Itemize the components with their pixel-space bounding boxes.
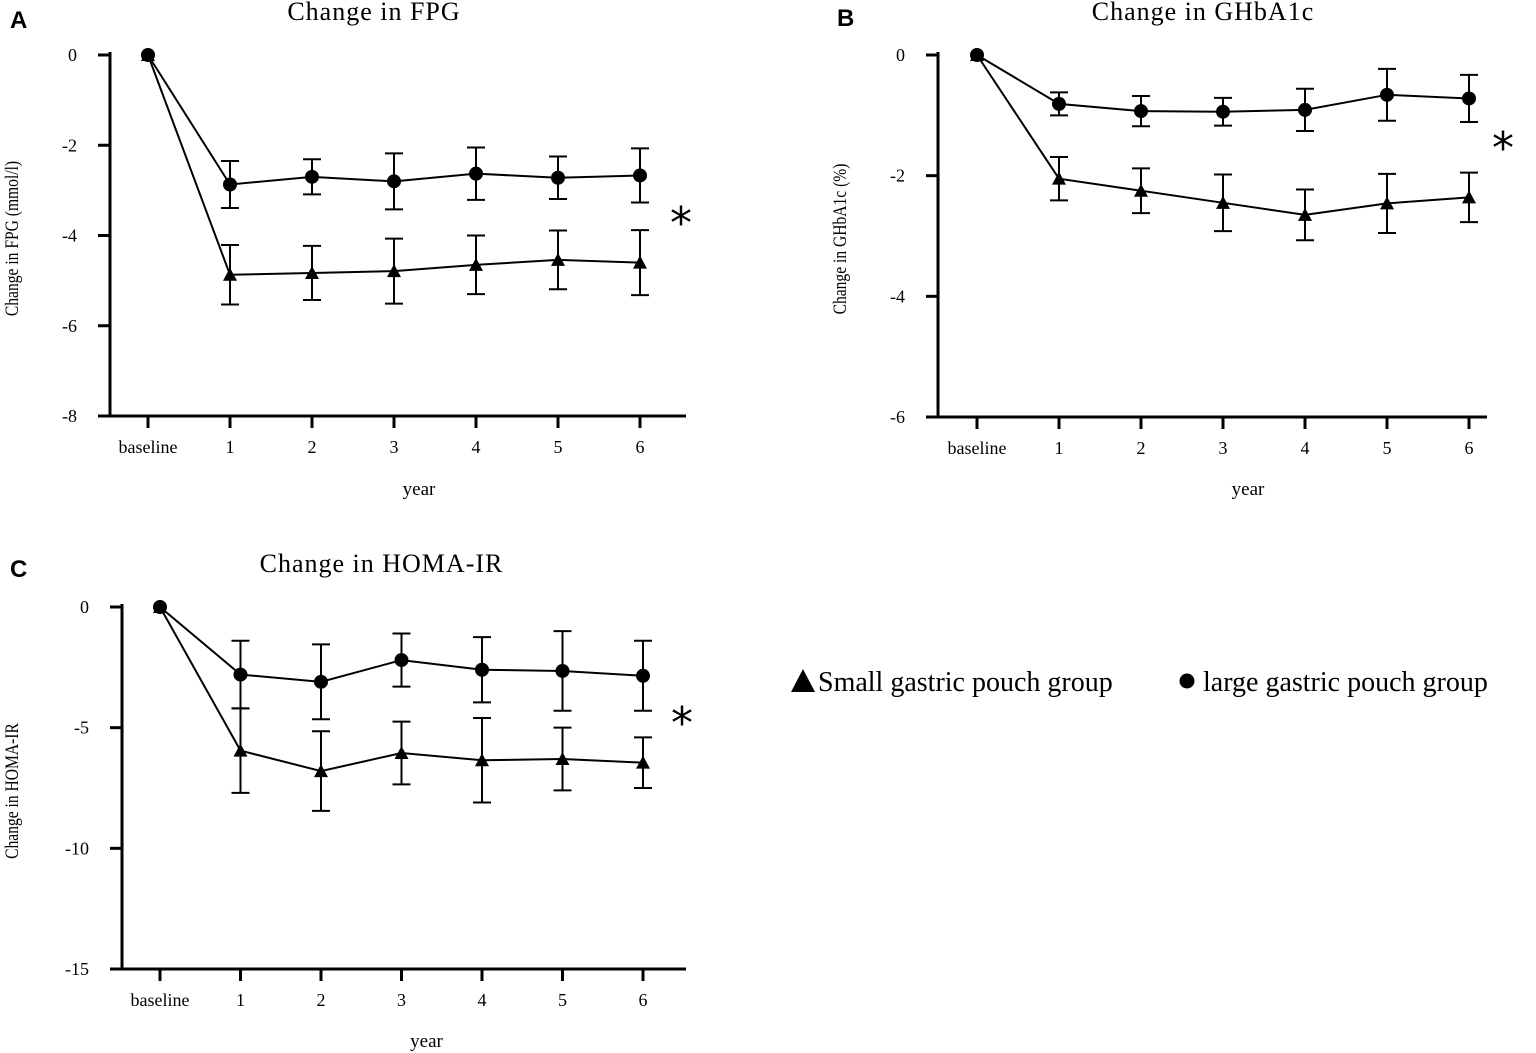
panel-b-small-pouch-point <box>1052 171 1066 185</box>
panel-a-y-tick-label: -2 <box>62 135 77 155</box>
panel-a-large-pouch-point <box>551 170 565 185</box>
panel-c-small-pouch-point <box>555 752 570 766</box>
panel-c-small-pouch-point <box>394 746 409 760</box>
panel-a-letter: A <box>10 7 27 34</box>
panel-c-x-tick-label: 5 <box>558 990 567 1010</box>
panel-b-x-tick-label: 3 <box>1219 438 1228 458</box>
panel-b-small-pouch-point <box>1380 196 1394 210</box>
panel-c-y-axis-label: Change in HOMA-IR <box>2 723 23 859</box>
panel-a-small-pouch-point <box>633 255 647 269</box>
panel-c-y-tick-label: 0 <box>80 597 89 617</box>
panel-a-significance-asterisk: * <box>670 198 692 249</box>
panel-b-y-tick-label: -2 <box>890 166 905 186</box>
panel-b-y-tick-label: -6 <box>890 407 905 427</box>
panel-b-large-pouch-point <box>1134 104 1148 119</box>
panel-a-x-tick-label: 6 <box>636 437 645 457</box>
panel-a-large-pouch-point <box>387 174 401 189</box>
panel-b-title: Change in GHbA1c <box>1092 0 1315 26</box>
panel-b-y-tick-label: 0 <box>896 45 905 65</box>
panel-c-large-pouch-point <box>555 663 570 678</box>
panel-c-small-pouch-point <box>314 764 328 778</box>
panel-c-y-tick-label: -15 <box>65 959 89 979</box>
panel-b-large-pouch-point <box>1052 96 1066 111</box>
panel-c-large-pouch-point <box>475 662 489 677</box>
panel-c-x-axis-label: year <box>410 1031 443 1052</box>
legend: Small gastric pouch group large gastric … <box>791 667 1488 698</box>
panel-b-significance-asterisk: * <box>1492 123 1514 174</box>
panel-a-large-pouch-point <box>223 177 237 192</box>
panel-c-small-pouch-point <box>233 743 248 757</box>
panel-a-fpg-chart: A Change in FPG 0 -2 -4 -6 -8 baseline 1 2 3 4 5 6 yea… <box>2 0 692 500</box>
panel-a-title: Change in FPG <box>287 0 460 26</box>
panel-b-large-pouch-point <box>1298 102 1312 117</box>
panel-b-x-tick-label: 4 <box>1301 438 1310 458</box>
panel-c-y-tick-label: -5 <box>74 718 89 738</box>
panel-c-y-tick-label: -10 <box>65 838 89 858</box>
panel-b-y-tick-label: -4 <box>890 286 905 306</box>
panel-b-x-tick-label: 5 <box>1383 438 1392 458</box>
legend-triangle-icon <box>791 669 815 692</box>
panel-a-x-tick-label: 1 <box>226 437 235 457</box>
panel-a-x-tick-label: 3 <box>390 437 399 457</box>
panel-c-small-pouch-point <box>475 753 489 767</box>
panel-c-letter: C <box>10 556 27 583</box>
legend-circle-icon <box>1179 673 1195 689</box>
panel-c-x-tick-label: 1 <box>236 990 245 1010</box>
panel-a-x-tick-label: 2 <box>308 437 317 457</box>
panel-a-x-tick-label: 4 <box>472 437 481 457</box>
panel-a-large-pouch-point <box>305 169 319 184</box>
panel-c-x-tick-label: 4 <box>478 990 487 1010</box>
panel-a-small-pouch-point <box>387 264 401 278</box>
panel-c-large-pouch-point <box>314 674 328 689</box>
panel-b-large-pouch-point <box>1380 87 1394 102</box>
panel-c-x-tick-label: 3 <box>397 990 406 1010</box>
panel-b-small-pouch-point <box>970 48 984 61</box>
panel-a-x-tick-label: 5 <box>554 437 563 457</box>
legend-small-gastric-pouch-label: Small gastric pouch group <box>818 667 1113 698</box>
panel-c-large-pouch-point <box>394 653 409 668</box>
panel-b-letter: B <box>837 5 854 32</box>
panel-a-small-pouch-point <box>469 257 483 271</box>
panel-b-x-axis-label: year <box>1232 479 1265 500</box>
panel-b-large-pouch-point <box>1462 91 1476 106</box>
panel-a-small-pouch-point <box>141 48 155 61</box>
panel-b-x-tick-label: 6 <box>1465 438 1474 458</box>
panel-b-x-tick-label: baseline <box>948 438 1007 458</box>
panel-a-large-pouch-point <box>469 166 483 181</box>
panel-a-x-tick-label: baseline <box>119 437 178 457</box>
panel-c-small-pouch-point <box>153 600 167 613</box>
panel-c-large-pouch-point <box>233 667 248 682</box>
panel-b-x-tick-label: 1 <box>1055 438 1064 458</box>
panel-b-large-pouch-point <box>1216 104 1230 119</box>
panel-a-y-tick-label: -6 <box>62 316 77 336</box>
panel-a-small-pouch-point <box>305 265 319 279</box>
panel-a-y-tick-label: 0 <box>68 45 77 65</box>
panel-a-y-tick-label: -8 <box>62 406 77 426</box>
panel-a-large-pouch-point <box>633 168 647 183</box>
panel-c-significance-asterisk: * <box>671 698 693 749</box>
panel-a-y-tick-label: -4 <box>62 226 77 246</box>
panel-b-ghba1c-chart: B Change in GHbA1c 0 -2 -4 -6 baseline 1 2 3 4 5 6 ye… <box>830 0 1514 500</box>
panel-b-small-pouch-point <box>1216 195 1230 209</box>
panel-c-x-tick-label: 6 <box>639 990 648 1010</box>
panel-c-title: Change in HOMA-IR <box>260 549 504 578</box>
panel-a-y-axis-label: Change in FPG (mmol/l) <box>2 161 23 316</box>
panel-b-x-tick-label: 2 <box>1137 438 1146 458</box>
panel-b-small-pouch-point <box>1462 190 1476 204</box>
panel-b-small-pouch-point <box>1134 183 1148 197</box>
panel-a-small-pouch-point <box>551 252 565 266</box>
panel-a-x-axis-label: year <box>403 479 436 500</box>
legend-large-gastric-pouch-label: large gastric pouch group <box>1203 667 1488 698</box>
panel-a-small-pouch-point <box>223 267 237 281</box>
panel-c-homa-ir-chart: C Change in HOMA-IR 0 -5 -10 -15 baseline 1 2 3 4 5… <box>2 549 693 1052</box>
panel-c-small-pouch-point <box>636 755 650 769</box>
panel-c-x-tick-label: 2 <box>317 990 326 1010</box>
panel-c-x-tick-label: baseline <box>131 990 190 1010</box>
panel-b-small-pouch-point <box>1298 207 1312 221</box>
panel-b-y-axis-label: Change in GHbA1c (%) <box>830 163 851 314</box>
panel-c-large-pouch-point <box>636 668 650 683</box>
